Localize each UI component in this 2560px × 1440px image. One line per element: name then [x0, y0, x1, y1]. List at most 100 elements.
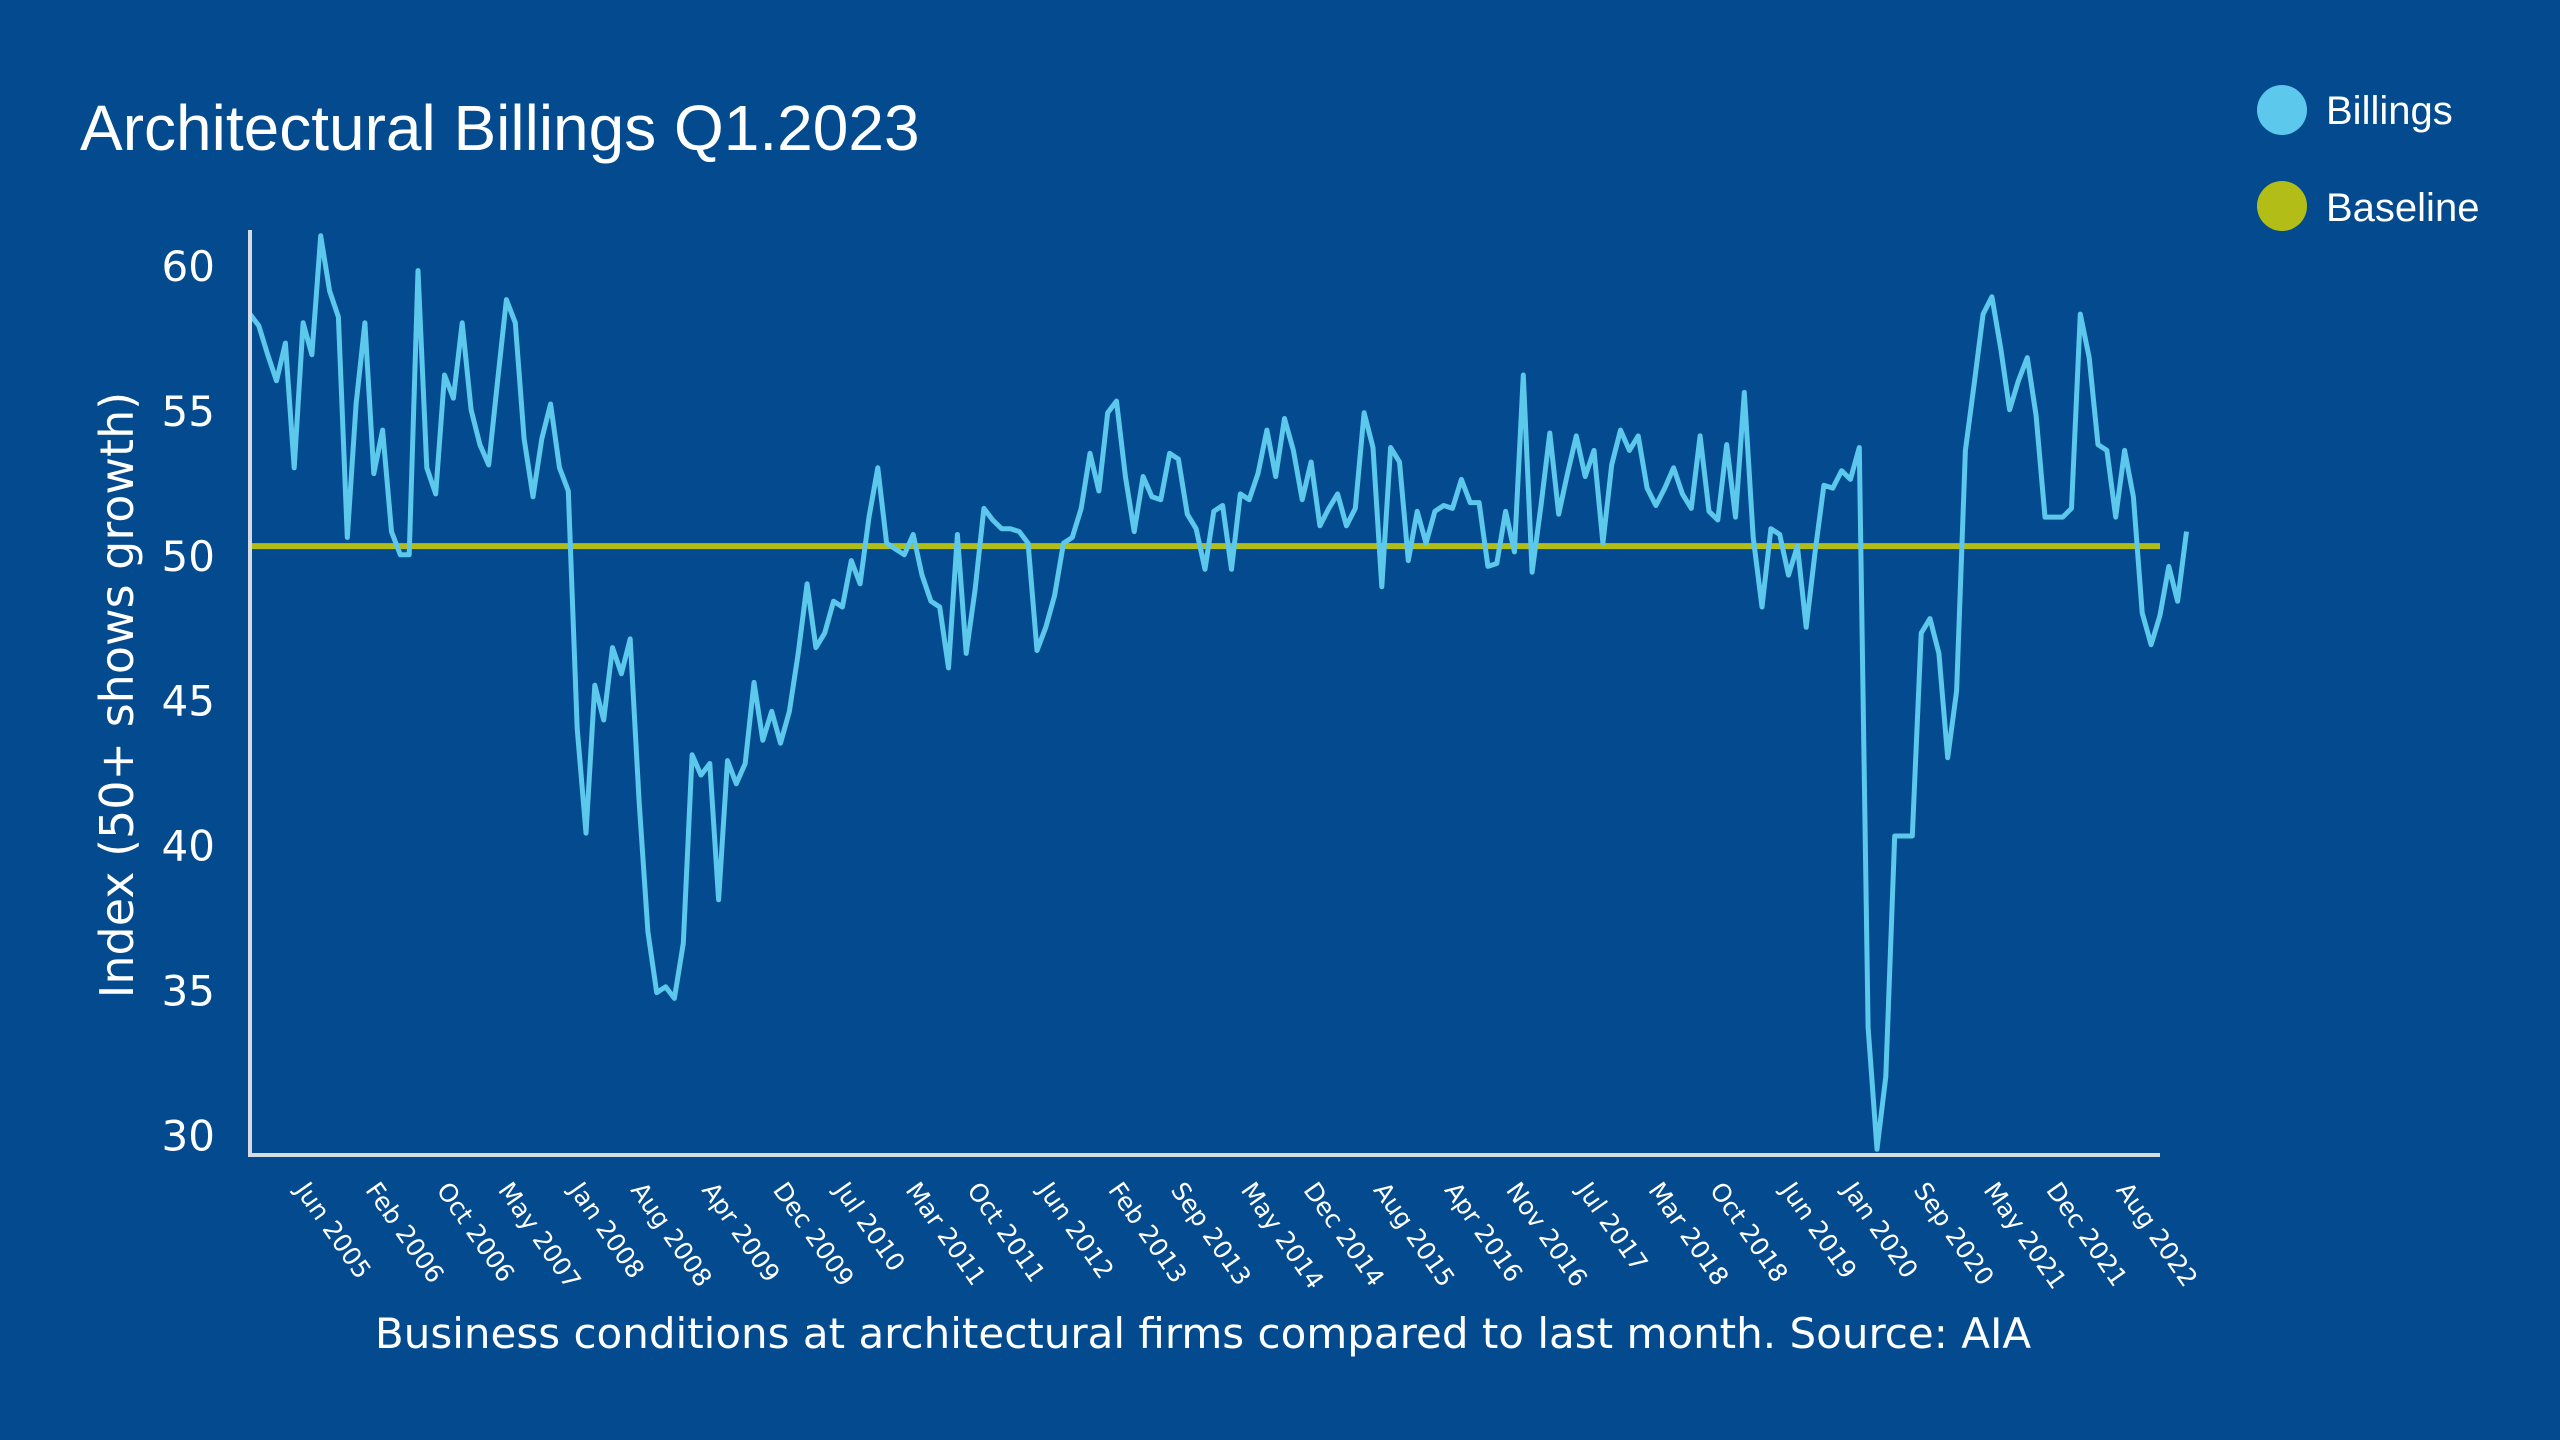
- billings-point: [1087, 450, 1093, 456]
- billings-point: [1414, 508, 1420, 514]
- billings-point: [442, 372, 448, 378]
- billings-point: [1901, 833, 1907, 839]
- billings-point: [1600, 540, 1606, 546]
- billings-point: [1237, 491, 1243, 497]
- billings-point: [663, 984, 669, 990]
- billings-point: [1777, 532, 1783, 538]
- billings-point: [1078, 505, 1084, 511]
- billings-point: [742, 761, 748, 767]
- billings-point: [1865, 1024, 1871, 1030]
- billings-point: [1733, 514, 1739, 520]
- billings-point: [857, 581, 863, 587]
- legend-baseline-label: Baseline: [2326, 186, 2479, 230]
- billings-point: [1662, 485, 1668, 491]
- billings-point: [1971, 381, 1977, 387]
- billings-point: [1927, 616, 1933, 622]
- billings-point: [601, 717, 607, 723]
- billings-point: [1679, 491, 1685, 497]
- billings-point: [1892, 833, 1898, 839]
- billings-point: [963, 650, 969, 656]
- billings-point: [1264, 427, 1270, 433]
- billings-point: [1388, 445, 1394, 451]
- billings-point: [1167, 450, 1173, 456]
- billings-point: [2095, 442, 2101, 448]
- billings-point: [557, 465, 563, 471]
- billings-point: [618, 671, 624, 677]
- billings-point: [1750, 534, 1756, 540]
- billings-point: [1936, 650, 1942, 656]
- billings-point: [1591, 447, 1597, 453]
- billings-point: [981, 505, 987, 511]
- billings-point: [2148, 642, 2154, 648]
- billings-point: [636, 798, 642, 804]
- billings-point: [1786, 572, 1792, 578]
- billings-point: [769, 708, 775, 714]
- billings-point: [698, 772, 704, 778]
- billings-point: [954, 532, 960, 538]
- billings-point: [813, 645, 819, 651]
- billings-point: [548, 401, 554, 407]
- billings-point: [1989, 294, 1995, 300]
- billings-point: [707, 761, 713, 767]
- billings-point: [1494, 561, 1500, 567]
- billings-point: [512, 320, 518, 326]
- billings-point: [1043, 624, 1049, 630]
- billings-point: [1626, 447, 1632, 453]
- billings-point: [1565, 471, 1571, 477]
- billings-point: [1503, 508, 1509, 514]
- billings-point: [1529, 569, 1535, 575]
- billings-point: [1635, 433, 1641, 439]
- billings-point: [2130, 494, 2136, 500]
- billings-point: [884, 540, 890, 546]
- billings-point: [1229, 566, 1235, 572]
- billings-point: [2104, 447, 2110, 453]
- legend: Billings Baseline: [2257, 85, 2479, 231]
- billings-point: [450, 395, 456, 401]
- y-axis-label: Index (50+ shows growth): [90, 392, 144, 998]
- billings-point: [725, 758, 731, 764]
- billings-point: [1715, 517, 1721, 523]
- billings-point: [1255, 471, 1261, 477]
- billings-point: [1352, 505, 1358, 511]
- billings-point: [1299, 497, 1305, 503]
- billings-point: [256, 323, 262, 329]
- billings-point: [1007, 526, 1013, 532]
- y-tick-label: 50: [162, 532, 215, 581]
- billings-point: [282, 340, 288, 346]
- billings-point: [760, 737, 766, 743]
- billings-point: [1432, 508, 1438, 514]
- billings-point: [389, 529, 395, 535]
- billings-point: [1317, 523, 1323, 529]
- billings-point: [627, 636, 633, 642]
- billings-point: [2033, 413, 2039, 419]
- billings-point: [1096, 488, 1102, 494]
- billings-point: [1467, 500, 1473, 506]
- billings-point: [2184, 529, 2190, 535]
- billings-point: [335, 314, 341, 320]
- billings-point: [424, 465, 430, 471]
- billings-point: [583, 830, 589, 836]
- billings-point: [1706, 508, 1712, 514]
- billings-point: [380, 427, 386, 433]
- billings-point: [689, 752, 695, 758]
- billings-point: [1379, 584, 1385, 590]
- billings-point: [397, 552, 403, 558]
- billings-point: [2042, 514, 2048, 520]
- billings-point: [521, 436, 527, 442]
- legend-billings-swatch: [2257, 85, 2307, 135]
- billings-point: [901, 552, 907, 558]
- billings-point: [1025, 540, 1031, 546]
- billings-point: [972, 587, 978, 593]
- y-axis-ticks: 30 35 40 45 50 55 60: [162, 242, 215, 1161]
- billings-point: [327, 288, 333, 294]
- billings-point: [1335, 491, 1341, 497]
- billings-point: [1945, 755, 1951, 761]
- billings-point: [344, 534, 350, 540]
- billings-point: [2175, 598, 2181, 604]
- legend-billings-label: Billings: [2326, 89, 2453, 133]
- billings-point: [1246, 497, 1252, 503]
- billings-point: [1326, 505, 1332, 511]
- billings-point: [1573, 433, 1579, 439]
